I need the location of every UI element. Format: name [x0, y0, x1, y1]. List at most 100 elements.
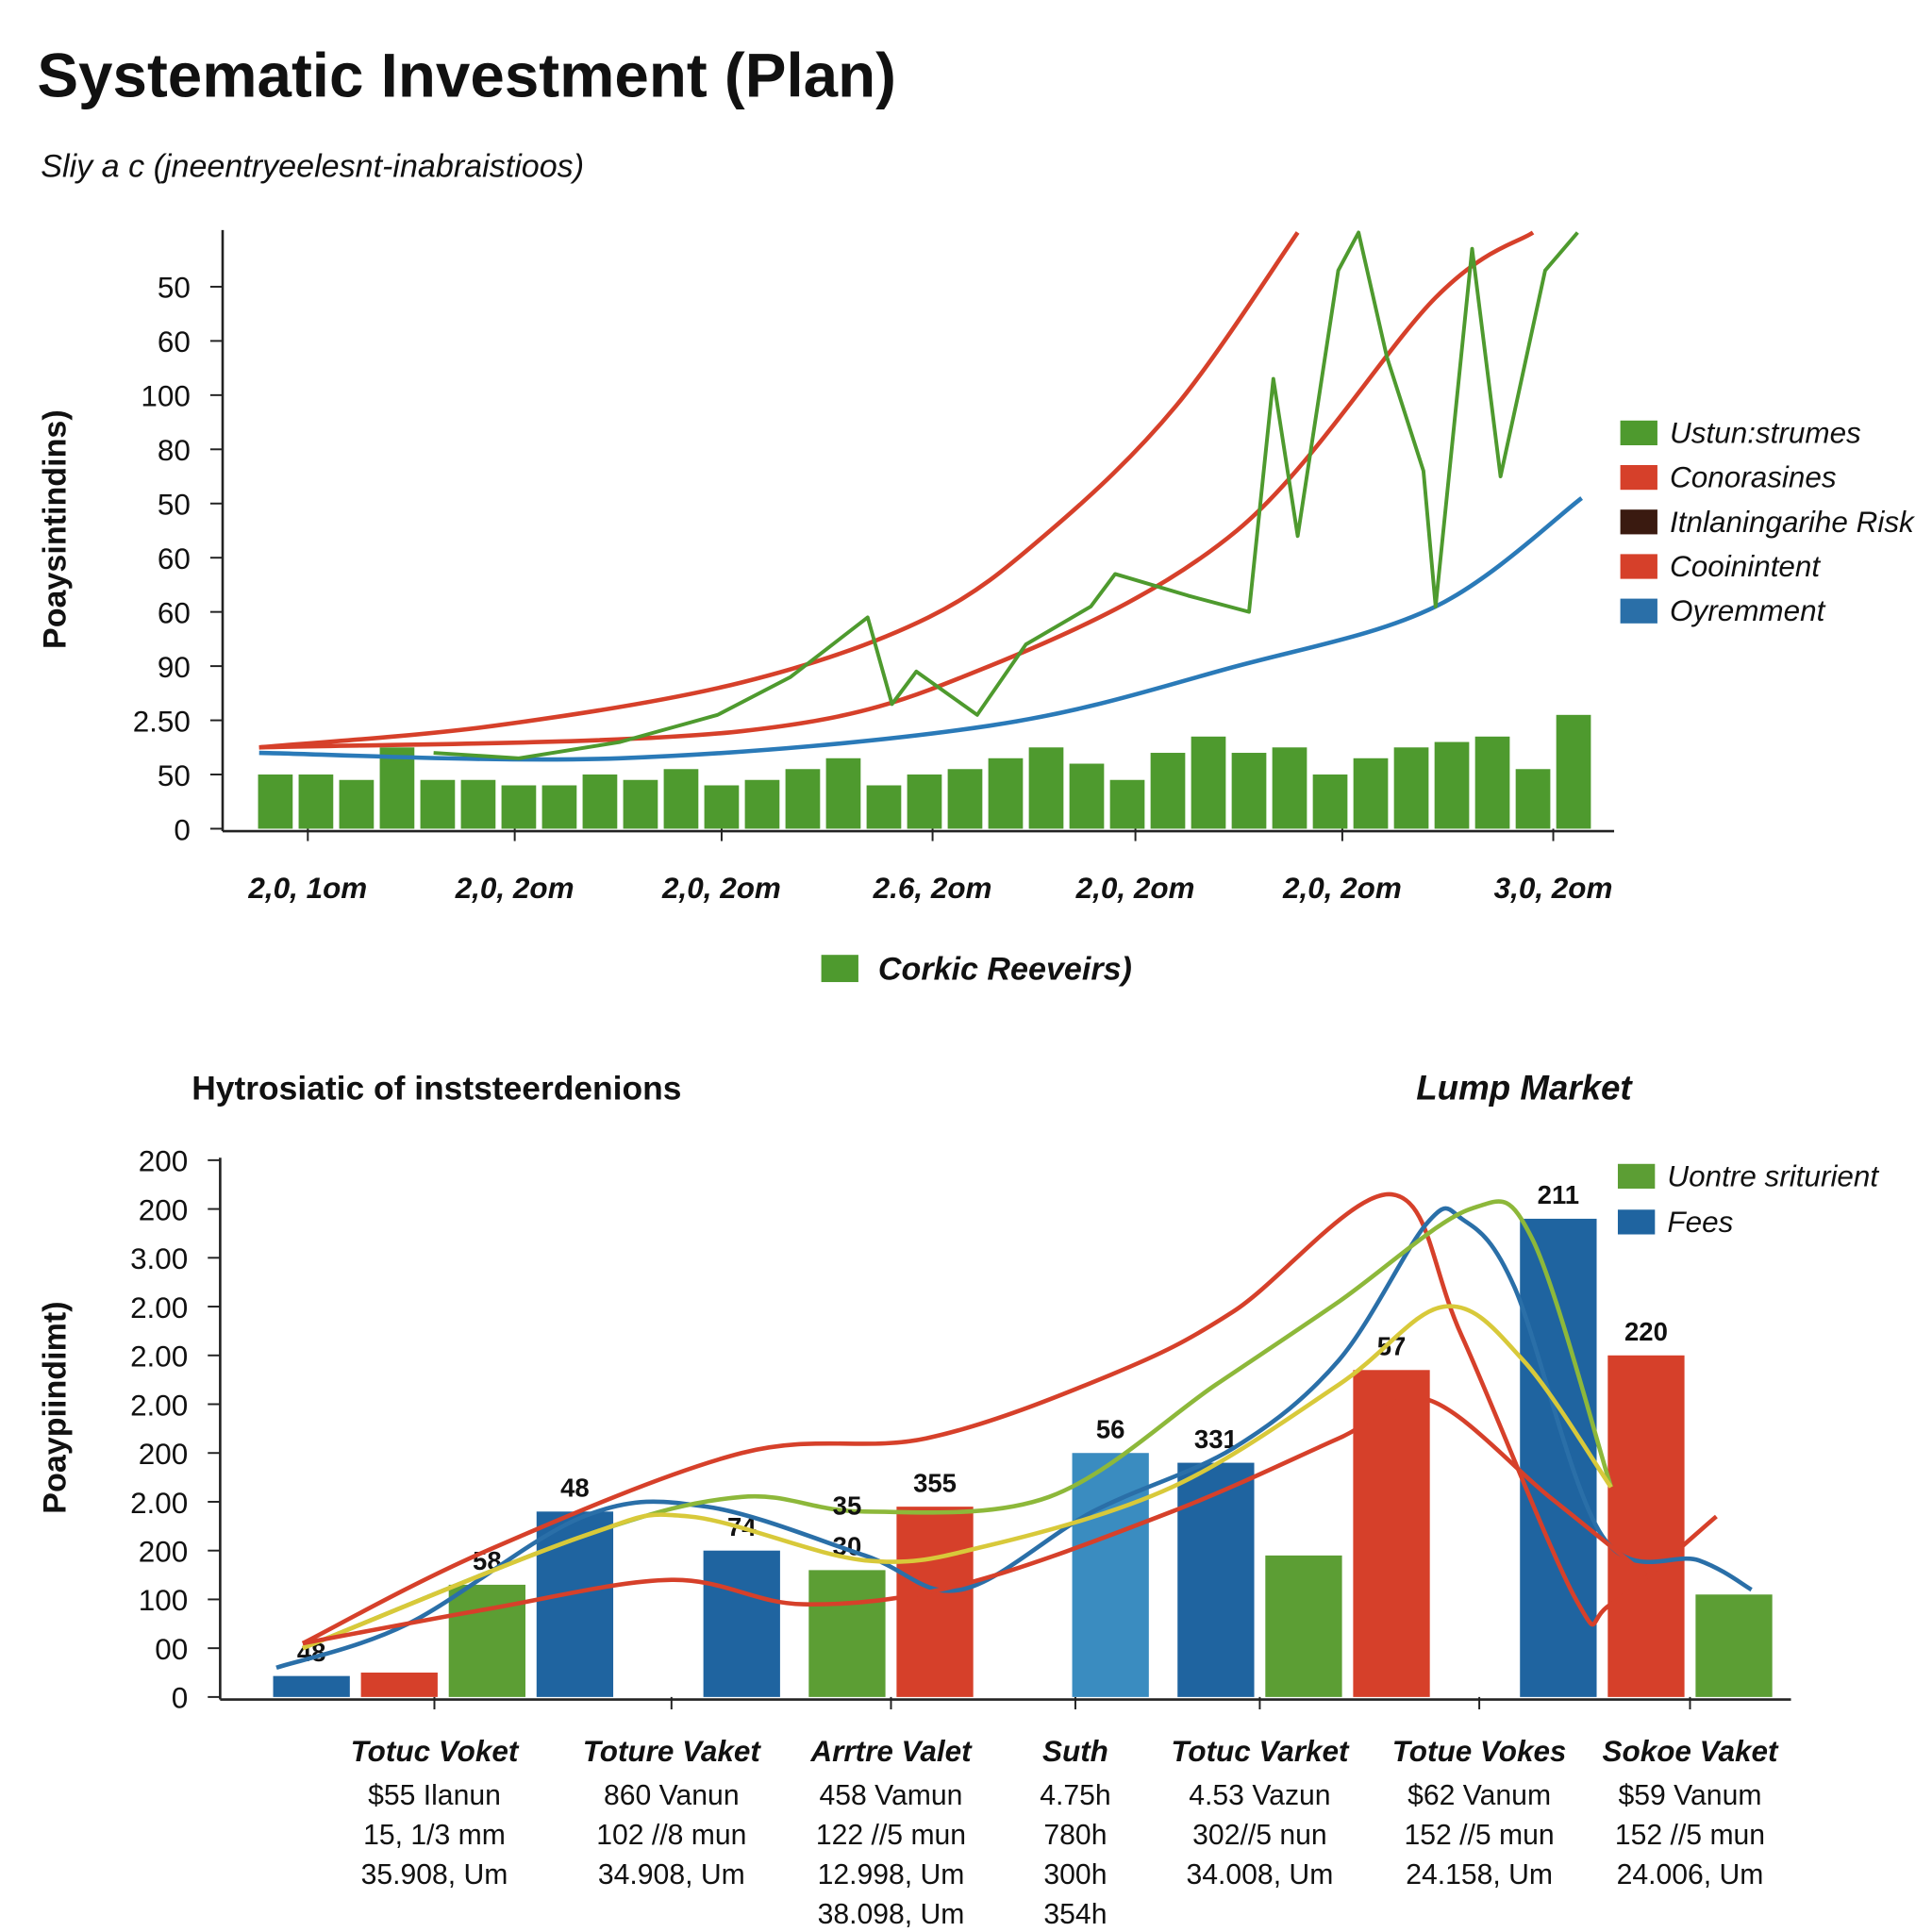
page-title: Systematic Investment (Plan)	[37, 41, 896, 109]
subtitle: Sliy a c (jneentryeelesnt-inabraistioos)	[41, 148, 584, 184]
x-tick-detail: 4.75h	[1040, 1780, 1110, 1811]
x-tick-detail: 34.008, Um	[1187, 1859, 1334, 1890]
bar	[1695, 1594, 1773, 1697]
x-tick-detail: 12.998, Um	[818, 1859, 965, 1890]
legend-label: Fees	[1667, 1206, 1733, 1239]
y-tick-label: 0	[172, 1682, 189, 1715]
x-tick-label: Toture Vaket	[583, 1735, 762, 1768]
legend-label: Cooinintent	[1670, 550, 1821, 583]
legend-swatch	[1617, 1209, 1656, 1235]
bar	[1434, 741, 1470, 829]
x-tick-detail: 152 //5 mun	[1615, 1820, 1765, 1851]
x-tick-label: Totuc Varket	[1171, 1735, 1350, 1768]
bar	[1177, 1462, 1255, 1697]
bar-note: 355	[913, 1468, 957, 1497]
bar	[663, 769, 699, 829]
y-tick-label: 60	[158, 596, 191, 629]
y-tick-label: 100	[141, 380, 190, 413]
bar	[501, 785, 537, 829]
bar	[582, 774, 618, 829]
bar	[448, 1584, 525, 1697]
bar	[744, 779, 780, 829]
y-tick-label: 200	[139, 1438, 188, 1471]
x-tick-label: 2,0, 2om	[661, 872, 781, 905]
y-tick-label: 60	[158, 325, 191, 358]
bar	[703, 1550, 780, 1697]
bar	[896, 1507, 974, 1697]
bar	[825, 758, 861, 829]
x-tick-detail: 354h	[1043, 1899, 1107, 1930]
bar	[1353, 758, 1389, 829]
x-tick-detail: 24.006, Um	[1617, 1859, 1764, 1890]
bar	[273, 1675, 350, 1697]
x-tick-label: Arrtre Valet	[809, 1735, 973, 1768]
x-tick-detail: 35.908, Um	[361, 1859, 508, 1890]
x-tick-detail: 122 //5 mun	[816, 1820, 966, 1851]
y-tick-label: 2.00	[130, 1291, 188, 1324]
bar	[298, 774, 334, 829]
legend-label: Corkic Reeveirs)	[878, 951, 1132, 987]
y-tick-label: 2.00	[130, 1341, 188, 1374]
bar-note: 220	[1624, 1317, 1668, 1346]
y-tick-label: 50	[158, 272, 191, 305]
y-tick-label: 60	[158, 542, 191, 575]
legend-swatch	[1620, 509, 1657, 535]
x-tick-detail: 34.908, Um	[598, 1859, 745, 1890]
bar	[541, 785, 577, 829]
x-tick-detail: 860 Vanun	[604, 1780, 740, 1811]
bar	[1556, 714, 1591, 829]
y-tick-label: 2.50	[133, 705, 191, 738]
x-tick-detail: $59 Vanum	[1619, 1780, 1762, 1811]
bar	[808, 1570, 886, 1697]
bar	[1265, 1555, 1342, 1697]
line-series	[301, 1191, 1718, 1646]
y-tick-label: 200	[139, 1193, 188, 1226]
x-tick-detail: 15, 1/3 mm	[363, 1820, 506, 1851]
x-tick-detail: 38.098, Um	[818, 1899, 965, 1930]
bar	[1150, 753, 1186, 829]
legend-swatch	[1620, 554, 1657, 579]
bar	[1109, 779, 1145, 829]
x-tick-detail: 302//5 nun	[1192, 1820, 1326, 1851]
x-tick-label: 2.6, 2om	[873, 872, 992, 905]
bar	[360, 1673, 438, 1697]
bar	[1607, 1355, 1685, 1697]
bar-note: 211	[1538, 1180, 1579, 1209]
x-tick-detail: 300h	[1043, 1859, 1107, 1890]
bar	[1474, 736, 1510, 829]
bar	[1312, 774, 1348, 829]
y-tick-label: 90	[158, 651, 191, 684]
x-tick-detail: 780h	[1043, 1820, 1107, 1851]
x-tick-label: Suth	[1042, 1735, 1108, 1768]
x-tick-label: 3,0, 2om	[1494, 872, 1613, 905]
line-series	[258, 230, 1535, 750]
x-tick-detail: 152 //5 mun	[1405, 1820, 1555, 1851]
y-tick-label: 2.00	[130, 1389, 188, 1422]
bar	[258, 774, 293, 829]
legend-swatch	[1617, 1163, 1656, 1190]
y-tick-label: 00	[155, 1633, 188, 1666]
legend-swatch	[821, 955, 858, 983]
legend-label: Oyremment	[1670, 594, 1826, 627]
bar	[947, 769, 983, 829]
bar	[420, 779, 456, 829]
legend-swatch	[1620, 420, 1657, 446]
legend-label: Conorasines	[1670, 461, 1837, 494]
x-tick-label: Sokoe Vaket	[1603, 1735, 1779, 1768]
line-series	[258, 231, 1300, 750]
bar-note: 48	[560, 1474, 590, 1503]
legend-label: Uontre sriturient	[1667, 1159, 1879, 1192]
bar	[623, 779, 658, 829]
x-tick-detail: 102 //8 mun	[596, 1820, 746, 1851]
x-tick-label: 2,0, 2om	[455, 872, 575, 905]
x-tick-detail: $55 Ilanun	[368, 1780, 501, 1811]
x-tick-detail: 24.158, Um	[1406, 1859, 1553, 1890]
bar	[1515, 769, 1551, 829]
line-series	[433, 230, 1579, 760]
x-tick-label: 2,0, 2om	[1075, 872, 1195, 905]
x-tick-detail: 4.53 Vazun	[1189, 1780, 1330, 1811]
bar	[1272, 747, 1307, 829]
bar	[536, 1511, 614, 1697]
x-tick-detail: 458 Vamun	[820, 1780, 963, 1811]
bar	[1520, 1218, 1597, 1697]
